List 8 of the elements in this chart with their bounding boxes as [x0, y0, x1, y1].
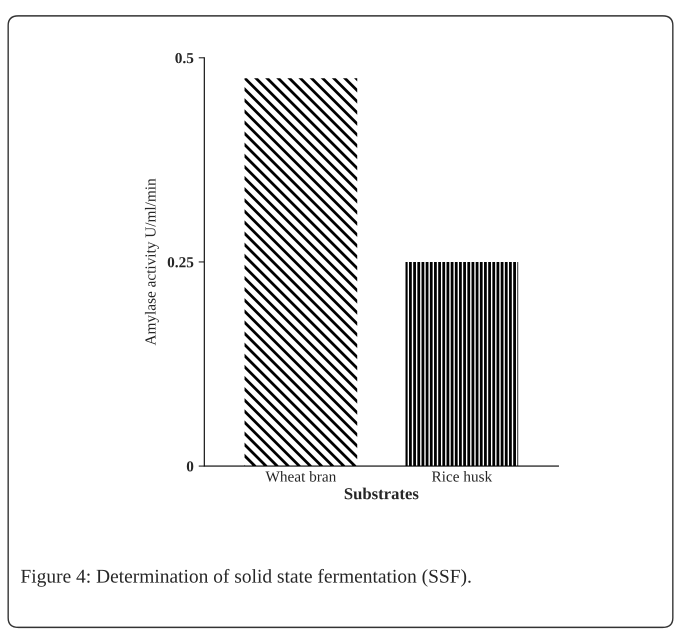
caption: Figure 4: Determination of solid state fermentation (SSF). — [20, 568, 471, 587]
y-tick-label: 0 — [186, 461, 194, 472]
y-tick-label: 0.5 — [175, 52, 194, 64]
x-tick-label: Rice husk — [432, 470, 492, 482]
x-tick-label: Wheat bran — [265, 470, 336, 482]
x-axis-title: Substrates — [344, 488, 418, 500]
y-axis-title: Amylase activity U/ml/min — [144, 178, 159, 346]
y-tick-label: 0.25 — [168, 257, 194, 268]
